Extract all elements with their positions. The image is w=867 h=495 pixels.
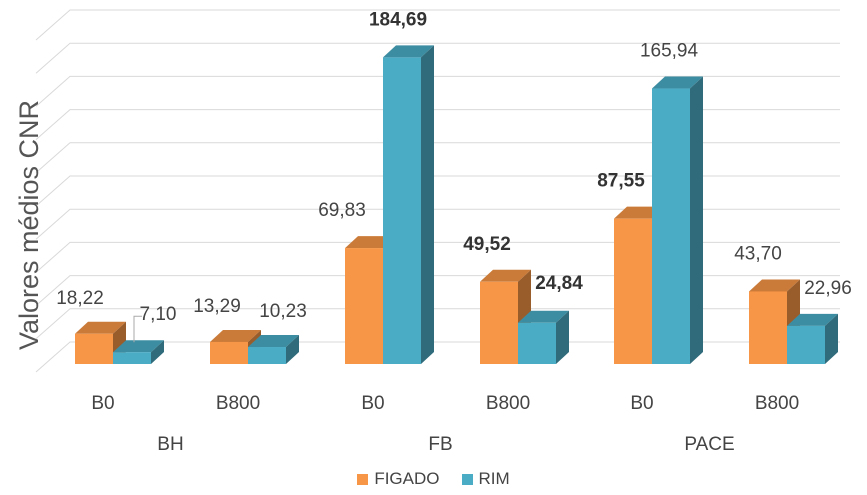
x-tick-label: B800 (755, 393, 799, 414)
bar-side (556, 310, 569, 364)
bar (749, 291, 787, 364)
bar-side (825, 313, 838, 364)
gridline (35, 75, 840, 107)
x-group-label: FB (428, 434, 452, 455)
bar-top (75, 321, 126, 334)
gridline (35, 308, 840, 340)
data-label: 7,10 (140, 304, 177, 325)
bar (75, 333, 113, 364)
gridline (35, 208, 840, 240)
x-tick-label: B0 (91, 393, 114, 414)
gridline (35, 109, 840, 140)
bars (75, 45, 838, 364)
x-group-label: PACE (684, 434, 734, 455)
gridlines (35, 9, 840, 373)
leader-line (133, 315, 142, 343)
x-tick-label: B800 (216, 393, 260, 414)
bar (518, 322, 556, 364)
gridline (35, 175, 840, 207)
x-tick-labels: B0 B800 B0 B800 B0 B800 (91, 393, 799, 414)
legend-item-rim: RIM (461, 469, 510, 489)
bar-top (787, 313, 838, 326)
bar-top (518, 310, 569, 323)
data-label: 13,29 (193, 296, 241, 317)
legend-swatch-figado (357, 473, 369, 485)
bar (652, 88, 690, 364)
y-axis-title: Valores médios CNR (14, 100, 44, 350)
data-label: 87,55 (597, 171, 645, 192)
x-tick-label: B0 (361, 393, 384, 414)
bar-side (690, 76, 703, 364)
bar-side (421, 45, 434, 364)
data-label: 24,84 (535, 273, 583, 294)
bar-top (480, 269, 531, 282)
data-labels: 18,22 13,29 69,83 49,52 87,55 43,70 7,10 10,23 1… (56, 9, 852, 343)
bar-top (383, 45, 434, 58)
data-label: 184,69 (369, 9, 427, 30)
bar (210, 341, 248, 364)
bar-side (151, 340, 164, 364)
x-tick-label: B0 (630, 393, 653, 414)
gridline (35, 42, 840, 74)
bar (248, 347, 286, 364)
x-tick-label: B800 (486, 393, 530, 414)
bar-top (248, 335, 299, 348)
bar-top (652, 76, 703, 89)
gridline (35, 341, 840, 373)
data-label: 10,23 (259, 301, 307, 322)
bar-top (113, 340, 164, 353)
data-label: 69,83 (318, 200, 366, 221)
bar (614, 218, 652, 364)
bar-top (749, 279, 800, 292)
data-label: 22,96 (804, 278, 852, 299)
gridline (35, 142, 840, 174)
legend-item-figado: FIGADO (357, 469, 440, 489)
data-label: 18,22 (56, 288, 104, 309)
x-group-label: BH (157, 434, 183, 455)
bar (345, 248, 383, 364)
legend-swatch-rim (461, 473, 473, 485)
bar (480, 281, 518, 364)
data-label: 49,52 (463, 234, 511, 255)
bar-side (286, 335, 299, 364)
bar (113, 352, 151, 364)
gridline (35, 9, 840, 41)
gridline (35, 275, 840, 306)
bar (787, 325, 825, 364)
legend-label-figado: FIGADO (374, 469, 440, 488)
data-label: 43,70 (734, 243, 782, 264)
x-group-labels: BH FB PACE (157, 434, 734, 455)
legend: FIGADO RIM (0, 469, 867, 489)
legend-label-rim: RIM (478, 469, 510, 488)
bar (383, 57, 421, 364)
gridline (35, 241, 840, 273)
data-label: 165,94 (640, 41, 699, 62)
bar-top (210, 329, 261, 342)
